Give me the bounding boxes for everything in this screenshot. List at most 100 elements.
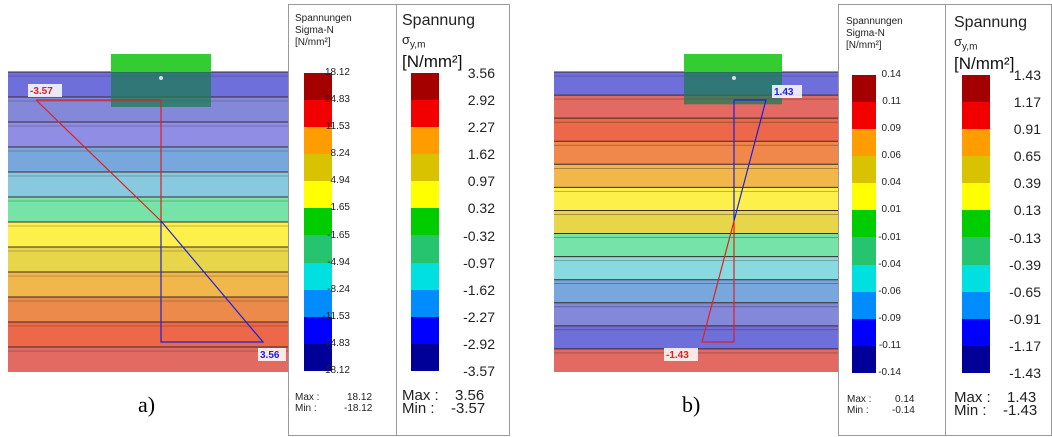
legend-a-spannung-title: Spannung xyxy=(402,12,475,29)
legend-tick-label: 1.65 xyxy=(330,202,350,214)
figure-label-b: b) xyxy=(682,392,701,417)
stress-band xyxy=(554,233,839,257)
legend-tick-label: -18.12 xyxy=(321,365,350,376)
value-label-top: -3.57 xyxy=(30,86,53,97)
figure-label-a: a) xyxy=(138,392,156,417)
legend-tick-label: -1.65 xyxy=(327,229,350,241)
legend-tick-label: 0.09 xyxy=(881,123,901,135)
legend-a-color-bar-1 xyxy=(304,73,332,371)
stress-band xyxy=(554,141,839,165)
stress-band xyxy=(554,302,839,326)
color-scale-segment xyxy=(852,264,876,292)
legend-b-min-label-1: Min : xyxy=(847,405,869,416)
legend-a-sigma-n-title: Spannungen Sigma-N [N/mm²] xyxy=(295,13,352,48)
legend-tick-label: -0.04 xyxy=(878,258,901,270)
value-label-bg xyxy=(664,348,698,361)
legend-tick-label: -14.83 xyxy=(321,337,350,349)
legend-b-max-label-2: Max : xyxy=(954,389,991,406)
value-label-bg xyxy=(772,85,802,98)
legend-b-symbol: σy,m xyxy=(954,34,978,53)
legend-b-min-value-1: -0.14 xyxy=(892,405,915,416)
tension-line xyxy=(36,99,162,221)
load-point-dot xyxy=(732,76,736,80)
legend-tick-label: -1.62 xyxy=(463,281,495,298)
legend-tick-label: -0.32 xyxy=(463,227,495,244)
legend-b-max-value-2: 1.43 xyxy=(1007,389,1037,406)
color-scale-segment xyxy=(962,75,990,103)
legend-b-min-value-2: -1.43 xyxy=(1003,402,1038,419)
load-point-dot xyxy=(159,76,163,80)
value-label-bg xyxy=(258,348,286,361)
stress-band xyxy=(554,164,839,188)
value-label-bottom: -1.43 xyxy=(666,350,689,361)
color-scale-segment xyxy=(304,235,332,263)
legend-a-max-label-2: Max : xyxy=(402,387,439,404)
stress-band xyxy=(554,325,839,349)
legend-a-unit: [N/mm²] xyxy=(402,52,463,71)
legend-b-sigma-n-title: Spannungen Sigma-N [N/mm²] xyxy=(846,16,903,51)
legend-tick-label: 2.27 xyxy=(467,119,495,136)
legend-tick-label: 0.39 xyxy=(1013,175,1041,192)
legend-tick-label: 1.17 xyxy=(1013,94,1041,111)
color-scale-segment xyxy=(852,129,876,157)
legend-tick-label: 0.65 xyxy=(1013,148,1041,165)
legend-tick-label: -2.92 xyxy=(463,335,495,352)
color-scale-segment xyxy=(304,100,332,128)
color-scale-segment xyxy=(852,318,876,346)
legend-tick-label: 0.01 xyxy=(881,204,901,216)
legend-tick-label: -3.57 xyxy=(463,363,495,379)
legend-b-color-bar-1 xyxy=(852,75,876,373)
color-scale-segment xyxy=(304,208,332,236)
stress-band xyxy=(554,256,839,280)
value-label-top: 1.43 xyxy=(774,87,794,98)
tension-diagonal-line xyxy=(35,99,162,222)
legend-tick-label: 18.12 xyxy=(324,67,350,78)
color-scale-segment xyxy=(852,156,876,184)
value-label-bottom: 3.56 xyxy=(260,350,280,361)
legend-b-max-label-1: Max : xyxy=(847,394,872,405)
color-scale-segment xyxy=(962,318,990,346)
color-scale-segment xyxy=(304,316,332,344)
legend-tick-label: 1.62 xyxy=(467,146,495,163)
legend-tick-label: 0.97 xyxy=(467,173,495,190)
color-scale-segment xyxy=(304,262,332,290)
stress-band xyxy=(554,210,839,234)
legend-tick-label: 0.14 xyxy=(881,69,901,80)
stress-band xyxy=(554,187,839,211)
color-scale-segment xyxy=(411,343,439,371)
legend-b-unit: [N/mm²] xyxy=(954,54,1015,73)
legend-tick-label: -0.39 xyxy=(1009,256,1041,273)
legend-tick-label: -0.91 xyxy=(1009,310,1041,327)
stress-contour-a: -3.57 3.56 xyxy=(8,54,288,372)
stress-band xyxy=(554,279,839,303)
legend-panel-a: Spannungen Sigma-N [N/mm²] Spannung σy,m… xyxy=(288,4,510,436)
legend-tick-label: -0.06 xyxy=(878,285,901,297)
legend-tick-label: -2.27 xyxy=(463,308,495,325)
legend-tick-label: -11.53 xyxy=(322,310,350,322)
legend-tick-label: 2.92 xyxy=(467,92,495,109)
color-scale-segment xyxy=(962,102,990,130)
legend-panel-b: Spannungen Sigma-N [N/mm²] Spannung σy,m… xyxy=(838,4,1052,436)
color-scale-segment xyxy=(411,100,439,128)
legend-tick-label: 1.43 xyxy=(1013,67,1041,83)
color-scale-segment xyxy=(411,289,439,317)
legend-a-max-value-2: 3.56 xyxy=(455,387,485,404)
color-scale-segment xyxy=(411,154,439,182)
legend-b-spannung-title: Spannung xyxy=(954,14,1027,31)
load-plate xyxy=(684,54,782,72)
stress-contour-b: 1.43 -1.43 xyxy=(554,54,839,372)
legend-a-min-value-2: -3.57 xyxy=(451,400,486,417)
color-scale-segment xyxy=(304,154,332,182)
legend-a-max-value-1: 18.12 xyxy=(347,392,373,403)
color-scale-segment xyxy=(411,181,439,209)
color-scale-segment xyxy=(962,183,990,211)
color-scale-segment xyxy=(852,102,876,130)
legend-tick-label: -0.13 xyxy=(1009,229,1041,246)
legend-tick-label: -0.14 xyxy=(878,367,901,378)
compression-line xyxy=(160,220,265,343)
legend-a-min-value-1: -18.12 xyxy=(344,403,373,414)
color-scale-segment xyxy=(304,73,332,101)
color-scale-segment xyxy=(411,262,439,290)
legend-tick-label: 0.11 xyxy=(882,96,901,108)
